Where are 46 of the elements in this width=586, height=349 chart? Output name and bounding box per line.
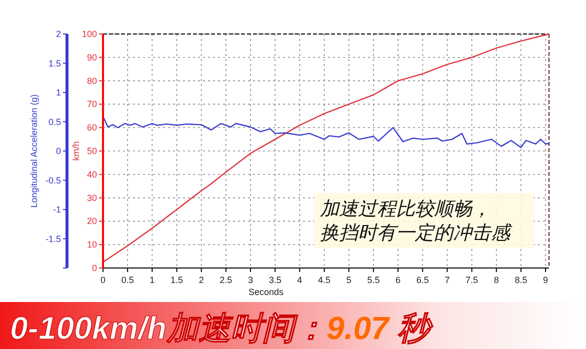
y2-tick-label: 2 bbox=[56, 29, 61, 39]
y2-tick-label: -1 bbox=[52, 204, 61, 214]
y-tick-label: 0 bbox=[92, 263, 97, 273]
x-tick-label: 7.5 bbox=[466, 275, 478, 285]
x-axis-title: Seconds bbox=[248, 287, 284, 297]
y-tick-label: 30 bbox=[86, 192, 97, 203]
y-tick-label: 60 bbox=[86, 122, 97, 133]
x-tick-label: 2 bbox=[198, 275, 204, 285]
y-tick-label: 70 bbox=[86, 99, 97, 110]
annotation: 加速过程比较顺畅， bbox=[320, 199, 491, 220]
y2-tick-label: -0.5 bbox=[45, 175, 61, 186]
x-tick-label: 0 bbox=[100, 275, 106, 285]
x-tick-label: 3.5 bbox=[268, 275, 282, 285]
x-tick-label: 5 bbox=[346, 275, 352, 285]
y-tick-label: 100 bbox=[82, 29, 97, 39]
line-series bbox=[102, 116, 550, 148]
x-tick-label: 6 bbox=[396, 275, 401, 285]
x-tick-label: 8.5 bbox=[514, 275, 528, 285]
y2-tick-label: 0.5 bbox=[48, 116, 61, 127]
y2-axis-title: Longitudinal Acceleration (g) bbox=[29, 94, 39, 208]
x-tick-label: 4 bbox=[297, 275, 302, 285]
x-tick-label: 4.5 bbox=[318, 275, 331, 285]
annotation: 换挡时有一定的冲击感 bbox=[320, 222, 513, 244]
y-tick-label: 50 bbox=[86, 146, 97, 156]
x-tick-label: 6.5 bbox=[416, 275, 429, 285]
y-axis-title: km/h bbox=[71, 141, 81, 161]
y2-tick-label: -1.5 bbox=[45, 234, 61, 244]
x-tick-label: 8 bbox=[494, 275, 499, 285]
x-tick-label: 9 bbox=[543, 275, 548, 285]
y-tick-label: 10 bbox=[86, 240, 97, 250]
x-tick-label: 1 bbox=[150, 275, 155, 285]
line-series bbox=[102, 33, 550, 263]
y-tick-label: 80 bbox=[86, 76, 97, 86]
x-tick-label: 3 bbox=[248, 275, 254, 285]
y-tick-label: 90 bbox=[86, 52, 97, 62]
y2-tick-label: 0 bbox=[56, 146, 61, 156]
y2-tick-label: 1 bbox=[56, 88, 61, 98]
x-tick-label: 2.5 bbox=[220, 275, 232, 285]
text: 0-100km/h加速时间：9.07 秒 bbox=[10, 310, 434, 346]
x-tick-label: 7 bbox=[444, 275, 450, 285]
y2-tick-label: 1.5 bbox=[48, 58, 61, 68]
y-tick-label: 40 bbox=[86, 169, 97, 180]
y-tick-label: 20 bbox=[86, 216, 97, 226]
x-tick-label: 1.5 bbox=[170, 275, 184, 285]
x-tick-label: 5.5 bbox=[367, 275, 380, 285]
x-tick-label: 0.5 bbox=[121, 275, 134, 285]
